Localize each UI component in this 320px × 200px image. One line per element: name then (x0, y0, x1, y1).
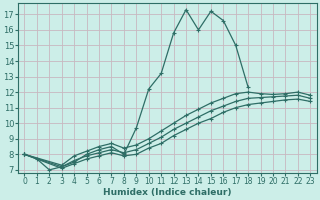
X-axis label: Humidex (Indice chaleur): Humidex (Indice chaleur) (103, 188, 232, 197)
